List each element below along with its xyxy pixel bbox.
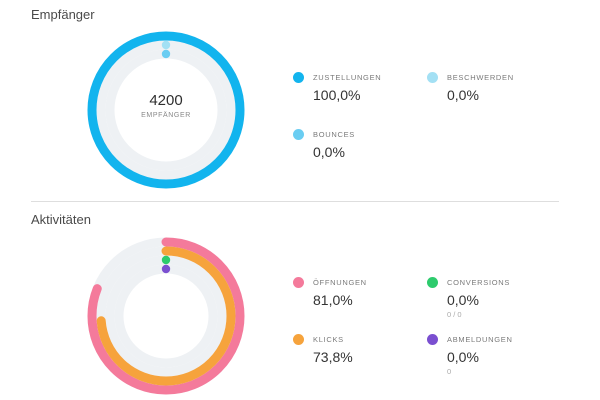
ring-arc-clicks bbox=[96, 246, 236, 386]
activities-ring-chart bbox=[87, 237, 245, 395]
complaints-dot bbox=[427, 72, 438, 83]
conversions-dot bbox=[427, 277, 438, 288]
deliveries-dot bbox=[293, 72, 304, 83]
clicks-label: KLICKS bbox=[313, 335, 344, 344]
conversions-subvalue: 0 / 0 bbox=[447, 310, 462, 319]
ring-marker-complaints bbox=[161, 40, 171, 50]
recipients-count: 4200 bbox=[149, 92, 183, 109]
complaints-value: 0,0% bbox=[447, 87, 479, 103]
ring-arc-opens bbox=[87, 237, 245, 395]
bounces-dot bbox=[293, 129, 304, 140]
clicks-dot bbox=[293, 334, 304, 345]
opens-value: 81,0% bbox=[313, 292, 353, 308]
opens-dot bbox=[293, 277, 304, 288]
unsubscribes-value: 0,0% bbox=[447, 349, 479, 365]
ring-track-unsubscribes bbox=[114, 264, 218, 368]
section-title-recipients: Empfänger bbox=[31, 7, 95, 22]
ring-track-conversions bbox=[105, 255, 227, 377]
deliveries-value: 100,0% bbox=[313, 87, 361, 103]
section-divider bbox=[31, 201, 559, 202]
unsubscribes-subvalue: 0 bbox=[447, 367, 452, 376]
ring-arc-deliveries bbox=[87, 31, 245, 189]
bounces-label: BOUNCES bbox=[313, 130, 355, 139]
ring-marker-conversions bbox=[161, 255, 171, 265]
unsubscribes-label: ABMELDUNGEN bbox=[447, 335, 513, 344]
ring-marker-unsubscribes bbox=[161, 264, 171, 274]
section-title-activities: Aktivitäten bbox=[31, 212, 91, 227]
recipients-ring-chart bbox=[87, 31, 245, 189]
ring-track-bounces bbox=[105, 49, 227, 171]
conversions-value: 0,0% bbox=[447, 292, 479, 308]
conversions-label: CONVERSIONS bbox=[447, 278, 511, 287]
ring-marker-bounces bbox=[161, 49, 171, 59]
opens-label: ÖFFNUNGEN bbox=[313, 278, 367, 287]
clicks-value: 73,8% bbox=[313, 349, 353, 365]
ring-track-complaints bbox=[96, 40, 236, 180]
deliveries-label: ZUSTELLUNGEN bbox=[313, 73, 382, 82]
complaints-label: BESCHWERDEN bbox=[447, 73, 514, 82]
unsubscribes-dot bbox=[427, 334, 438, 345]
recipients-count-label: EMPFÄNGER bbox=[141, 112, 191, 119]
bounces-value: 0,0% bbox=[313, 144, 345, 160]
